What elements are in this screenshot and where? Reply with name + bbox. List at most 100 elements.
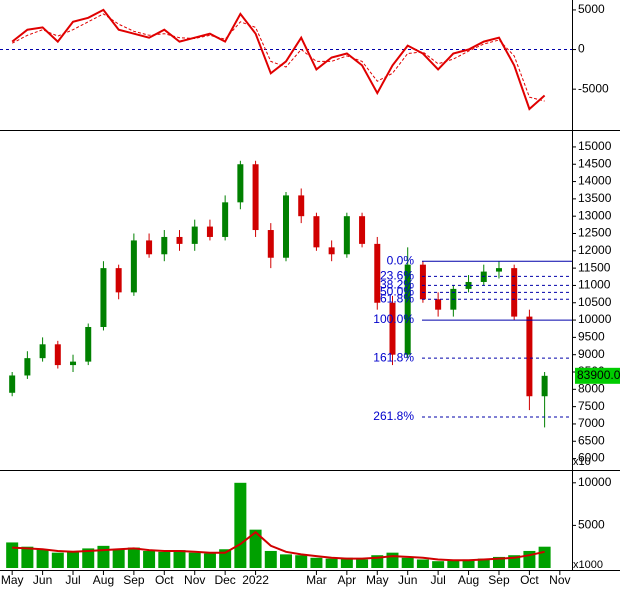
volume-bar bbox=[21, 546, 34, 568]
y-tick-label: 7500 bbox=[578, 399, 605, 413]
x-tick-label: Sep bbox=[488, 573, 510, 587]
candle-body bbox=[9, 375, 16, 393]
y-tick-label: 5000 bbox=[578, 518, 605, 532]
volume-bar bbox=[249, 529, 262, 568]
volume-bar bbox=[416, 559, 429, 568]
candle-body bbox=[252, 164, 259, 231]
x-tick-label: Mar bbox=[306, 573, 327, 587]
fib-label: 38.2% bbox=[380, 278, 414, 292]
volume-bar bbox=[280, 554, 292, 568]
y-tick-label: 11500 bbox=[578, 260, 611, 274]
candle-body bbox=[283, 195, 289, 258]
candle-body bbox=[161, 236, 168, 255]
candle-body bbox=[359, 216, 366, 244]
volume-bar bbox=[51, 552, 64, 568]
unit-label: x10 bbox=[573, 456, 591, 468]
y-tick-label: 11000 bbox=[578, 278, 611, 292]
x-tick-label: Jun bbox=[398, 573, 417, 587]
x-tick-label: 2022 bbox=[242, 573, 269, 587]
y-tick-label: 10000 bbox=[578, 475, 612, 489]
y-tick-label: 9000 bbox=[578, 347, 605, 361]
oscillator-line bbox=[11, 8, 546, 111]
volume-bar bbox=[97, 545, 110, 568]
x-tick-label: Nov bbox=[549, 573, 570, 587]
x-tick-label: Jul bbox=[65, 573, 80, 587]
volume-bar bbox=[295, 555, 308, 568]
candle-body bbox=[191, 226, 198, 244]
candle-body bbox=[100, 268, 107, 327]
volume-bar bbox=[219, 549, 232, 568]
y-tick-label: 14500 bbox=[578, 156, 612, 170]
y-tick-label: 14000 bbox=[578, 174, 612, 188]
candle-body bbox=[465, 281, 472, 289]
unit-label: x1000 bbox=[573, 559, 603, 571]
volume-bar bbox=[310, 557, 323, 568]
candle-body bbox=[435, 299, 442, 310]
last-price-box bbox=[575, 367, 620, 384]
volume-bar bbox=[188, 552, 201, 568]
candle-body bbox=[389, 302, 396, 355]
candle-body bbox=[541, 375, 548, 397]
candle-body bbox=[39, 344, 46, 359]
volume-bar bbox=[462, 559, 475, 568]
fib-label: 100.0% bbox=[373, 312, 414, 326]
volume-bar bbox=[82, 548, 95, 568]
x-tick-label: Sep bbox=[123, 573, 145, 587]
y-tick-label: 6000 bbox=[578, 451, 605, 465]
y-tick-label: 10000 bbox=[578, 312, 612, 326]
volume-bar bbox=[264, 550, 277, 568]
volume-bar bbox=[340, 557, 353, 568]
x-tick-label: Dec bbox=[214, 573, 235, 587]
candle-body bbox=[130, 240, 137, 293]
y-tick-label: 5000 bbox=[578, 2, 605, 16]
fib-label: 50.0% bbox=[380, 285, 414, 299]
y-tick-label: 13000 bbox=[578, 208, 612, 222]
candle-body bbox=[267, 230, 274, 258]
candle-body bbox=[206, 226, 213, 237]
x-tick-label: Jul bbox=[430, 573, 445, 587]
x-tick-label: Nov bbox=[184, 573, 205, 587]
fib-label: 23.6% bbox=[380, 269, 414, 283]
candle-body bbox=[343, 216, 350, 255]
volume-bar bbox=[6, 542, 19, 568]
candle-body bbox=[404, 264, 411, 355]
candle-body bbox=[526, 316, 533, 397]
candle-body bbox=[328, 247, 335, 255]
volume-bar bbox=[36, 549, 49, 568]
y-tick-label: -5000 bbox=[578, 81, 609, 95]
candle-body bbox=[298, 195, 305, 217]
x-tick-label: Oct bbox=[155, 573, 174, 587]
oscillator-line bbox=[11, 13, 545, 102]
candle-body bbox=[146, 240, 153, 255]
volume-bar bbox=[127, 547, 140, 568]
y-tick-label: 13500 bbox=[578, 191, 612, 205]
candle-body bbox=[54, 344, 61, 366]
y-tick-label: 6500 bbox=[578, 433, 605, 447]
y-tick-label: 8000 bbox=[578, 381, 605, 395]
candle-body bbox=[313, 216, 320, 248]
fib-label: 0.0% bbox=[387, 253, 415, 267]
volume-bar bbox=[401, 557, 414, 568]
x-tick-label: Apr bbox=[338, 573, 357, 587]
volume-bar bbox=[67, 550, 80, 568]
candle-body bbox=[419, 264, 426, 300]
y-tick-label: 9500 bbox=[578, 330, 605, 344]
volume-bar bbox=[158, 551, 171, 568]
volume-ma-line bbox=[12, 530, 545, 562]
volume-bar bbox=[492, 556, 505, 568]
volume-bar bbox=[477, 558, 490, 568]
volume-bar bbox=[325, 558, 338, 568]
x-tick-label: Oct bbox=[520, 573, 539, 587]
volume-bar bbox=[173, 550, 186, 568]
volume-bar bbox=[538, 546, 551, 568]
fib-label: 61.8% bbox=[380, 291, 414, 305]
candle-body bbox=[70, 361, 77, 366]
x-tick-label: Aug bbox=[458, 573, 479, 587]
candle-body bbox=[24, 358, 31, 376]
candle-body bbox=[237, 164, 244, 203]
candle-body bbox=[222, 202, 229, 237]
x-tick-label: Aug bbox=[93, 573, 114, 587]
y-tick-label: 12500 bbox=[578, 226, 612, 240]
